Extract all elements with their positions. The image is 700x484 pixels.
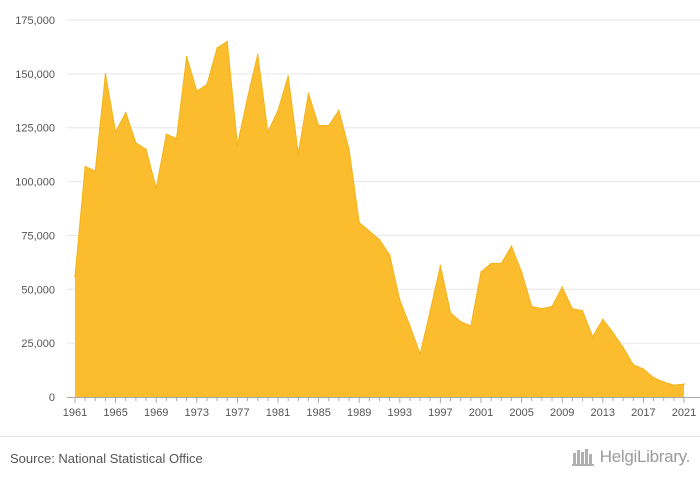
data-point <box>683 383 685 385</box>
data-point <box>673 384 675 386</box>
data-point <box>317 124 320 127</box>
y-tick-label: 25,000 <box>21 338 55 350</box>
data-point <box>591 335 594 338</box>
library-logo-icon <box>571 449 594 466</box>
x-tick-label: 2013 <box>591 407 615 419</box>
data-point <box>348 148 350 151</box>
data-point <box>642 368 645 370</box>
data-point <box>470 325 472 327</box>
data-point <box>439 264 442 267</box>
data-point <box>297 152 300 155</box>
x-tick-label: 1985 <box>306 407 330 419</box>
data-point <box>114 131 117 133</box>
data-point <box>338 109 340 112</box>
data-point <box>652 376 655 379</box>
data-point <box>561 286 563 288</box>
data-point <box>388 254 391 256</box>
data-point <box>429 310 432 312</box>
data-point <box>175 137 178 140</box>
data-point <box>530 305 533 308</box>
x-tick-label: 1997 <box>428 407 452 419</box>
x-tick-label: 1993 <box>388 407 412 419</box>
area-chart: 0 25,000 50,000 75,000 100,000 125,000 150,000… <box>15 15 700 419</box>
data-point <box>541 307 543 310</box>
data-point <box>307 92 310 95</box>
data-point <box>500 262 503 265</box>
x-axis-labels: 1961 1965 1969 1973 1977 1981 1985 1989 1993 1997… <box>63 407 696 419</box>
y-tick-label: 75,000 <box>21 230 55 242</box>
x-tick-label: 1961 <box>63 407 87 419</box>
data-point <box>84 165 86 168</box>
data-point <box>662 381 665 383</box>
x-tick-label: 1969 <box>144 407 168 419</box>
data-point <box>216 47 218 49</box>
data-point <box>256 53 259 56</box>
y-tick-label: 175,000 <box>15 15 55 27</box>
x-tick-label: 2017 <box>631 407 655 419</box>
data-point <box>155 187 157 189</box>
data-point <box>145 148 147 151</box>
chart-footer: Source: National Statistical Office Helg… <box>0 436 700 484</box>
data-point <box>612 331 614 334</box>
source-note: Source: National Statistical Office <box>10 451 203 466</box>
brand-name: HelgiLibrary. <box>599 447 691 466</box>
x-axis <box>67 397 700 403</box>
data-point <box>368 230 371 232</box>
data-point <box>226 40 229 43</box>
x-tick-label: 2009 <box>550 407 574 419</box>
data-point <box>74 275 76 278</box>
data-point <box>246 96 249 99</box>
data-point <box>510 245 513 247</box>
data-point <box>419 353 421 355</box>
data-point <box>632 363 635 366</box>
x-tick-label: 2005 <box>509 407 533 419</box>
y-axis-labels: 0 25,000 50,000 75,000 100,000 125,000 150,000… <box>15 15 55 404</box>
data-point <box>581 310 584 312</box>
data-point <box>358 221 361 224</box>
data-point <box>124 111 127 114</box>
y-tick-label: 50,000 <box>21 284 55 296</box>
y-tick-label: 125,000 <box>15 123 55 135</box>
data-point <box>480 271 482 273</box>
brand-link[interactable]: HelgiLibrary. <box>571 447 691 467</box>
data-point <box>287 75 289 77</box>
data-point <box>196 90 198 92</box>
data-point <box>135 141 137 144</box>
data-point <box>459 320 462 323</box>
x-tick-label: 1973 <box>185 407 209 419</box>
data-point <box>236 144 239 146</box>
data-point <box>94 170 97 172</box>
data-point <box>185 55 188 58</box>
area-fill <box>75 41 684 398</box>
data-point <box>378 238 381 241</box>
data-point <box>449 312 452 314</box>
x-tick-label: 1989 <box>347 407 371 419</box>
x-tick-label: 1981 <box>266 407 290 419</box>
data-point <box>622 346 624 349</box>
data-point <box>520 271 523 273</box>
area-series <box>74 40 685 398</box>
data-point <box>551 305 553 308</box>
x-tick-label: 2001 <box>469 407 493 419</box>
y-tick-label: 100,000 <box>15 177 55 189</box>
data-point <box>571 307 574 310</box>
data-point <box>490 262 492 265</box>
x-tick-label: 2021 <box>672 407 696 419</box>
data-point <box>104 73 107 75</box>
data-point <box>206 83 208 86</box>
data-point <box>409 325 411 327</box>
data-point <box>277 109 279 112</box>
data-point <box>267 131 269 133</box>
y-tick-label: 150,000 <box>15 69 55 81</box>
data-point <box>327 124 330 127</box>
x-tick-label: 1977 <box>225 407 249 419</box>
data-point <box>602 318 604 321</box>
data-point <box>165 133 168 135</box>
y-tick-label: 0 <box>49 392 55 404</box>
data-point <box>399 299 401 301</box>
x-tick-label: 1965 <box>103 407 127 419</box>
